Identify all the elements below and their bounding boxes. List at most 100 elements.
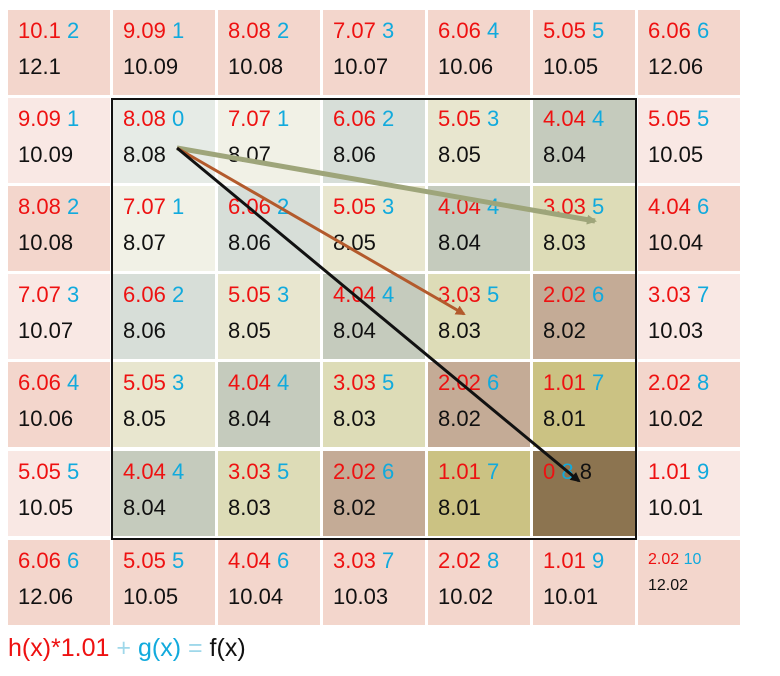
f-value: 12.06 <box>648 54 704 79</box>
cell-costs: 6.06 2 <box>123 284 184 306</box>
cell-costs: 2.02 6 <box>543 284 604 306</box>
g-value: 4 <box>591 106 605 131</box>
g-value: 5 <box>696 106 710 131</box>
grid-cell: 3.03 7 10.03 <box>638 274 740 359</box>
cell-costs: 7.07 1 <box>228 108 289 130</box>
f-value: 8.06 <box>333 142 376 167</box>
h-value: 4.04 <box>123 459 166 484</box>
h-value: 5.05 <box>333 194 376 219</box>
cell-costs: 3.03 5 <box>543 196 604 218</box>
grid-cell: 3.03 5 8.03 <box>533 186 635 271</box>
grid-cell: 4.04 4 8.04 <box>428 186 530 271</box>
h-value: 2.02 <box>438 548 481 573</box>
f-value: 12.1 <box>18 54 61 79</box>
grid-cell: 1.01 9 10.01 <box>638 451 740 536</box>
g-value: 0 <box>171 106 185 131</box>
f-value: 10.06 <box>438 54 494 79</box>
cell-costs: 4.04 4 <box>333 284 394 306</box>
cell-costs: 1.01 7 <box>438 461 499 483</box>
g-value: 5 <box>591 18 605 43</box>
f-value: 8.05 <box>228 318 271 343</box>
f-value: 10.09 <box>123 54 179 79</box>
g-value: 6 <box>486 370 500 395</box>
cell-total: 8.07 <box>228 144 271 166</box>
f-value: 8.02 <box>543 318 586 343</box>
g-value: 8 <box>486 548 500 573</box>
f-value: 12.06 <box>18 584 74 609</box>
formula-g-term: g(x) <box>137 634 182 662</box>
cell-costs: 2.02 6 <box>438 372 499 394</box>
h-value: 6.06 <box>333 106 376 131</box>
g-value: 5 <box>276 459 290 484</box>
g-value: 6 <box>696 194 710 219</box>
grid-cell: 4.04 4 8.04 <box>113 451 215 536</box>
grid-cell: 7.07 3 10.07 <box>323 10 425 95</box>
h-value: 4.04 <box>333 282 376 307</box>
cell-costs: 3.03 7 <box>333 550 394 572</box>
h-value: 9.09 <box>123 18 166 43</box>
g-value: 3 <box>486 106 500 131</box>
g-value: 8 <box>561 459 574 484</box>
g-value: 2 <box>66 18 80 43</box>
h-value: 4.04 <box>438 194 481 219</box>
g-value: 4 <box>381 282 395 307</box>
formula-h-term: h(x)*1.01 <box>8 634 110 662</box>
cell-costs: 5.05 5 <box>123 550 184 572</box>
cell-total: 10.03 <box>333 586 388 608</box>
h-value: 1.01 <box>648 459 691 484</box>
g-value: 3 <box>66 282 80 307</box>
h-value: 4.04 <box>648 194 691 219</box>
cell-costs: 7.07 3 <box>333 20 394 42</box>
g-value: 9 <box>591 548 605 573</box>
cell-total: 10.06 <box>18 408 73 430</box>
cell-total: 10.06 <box>438 56 493 78</box>
g-value: 5 <box>381 370 395 395</box>
cell-total: 10.07 <box>18 320 73 342</box>
cell-costs: 1.01 9 <box>543 550 604 572</box>
grid-cell: 8.08 2 10.08 <box>218 10 320 95</box>
h-value: 8.08 <box>18 194 61 219</box>
grid-cell: 6.06 2 8.06 <box>113 274 215 359</box>
cell-costs: 2.02 8 <box>648 372 709 394</box>
g-value: 4 <box>276 370 290 395</box>
cell-costs: 4.04 4 <box>123 461 184 483</box>
g-value: 7 <box>486 459 500 484</box>
f-value: 10.01 <box>648 495 704 520</box>
cell-total: 12.06 <box>18 586 73 608</box>
h-value: 5.05 <box>228 282 271 307</box>
grid-cell: 4.04 6 10.04 <box>638 186 740 271</box>
f-value: 8.06 <box>123 318 166 343</box>
f-value: 10.02 <box>438 584 494 609</box>
h-value: 1.01 <box>438 459 481 484</box>
cell-total: 8.04 <box>333 320 376 342</box>
cell-total: 8.06 <box>228 232 271 254</box>
grid-cell: 8.08 2 10.08 <box>8 186 110 271</box>
h-value: 10.1 <box>18 18 61 43</box>
f-value: 10.08 <box>18 230 74 255</box>
h-value: 2.02 <box>648 370 691 395</box>
grid-cell: 6.06 6 12.06 <box>638 10 740 95</box>
h-value: 7.07 <box>228 106 271 131</box>
grid-cell: 7.07 1 8.07 <box>113 186 215 271</box>
f-value: 10.05 <box>648 142 704 167</box>
grid-cell: 5.05 5 10.05 <box>113 540 215 625</box>
cell-costs: 5.05 3 <box>438 108 499 130</box>
g-value: 2 <box>171 282 185 307</box>
cell-costs: 1.01 9 <box>648 461 709 483</box>
g-value: 2 <box>66 194 80 219</box>
f-value: 10.07 <box>18 318 74 343</box>
cell-costs: 8.08 2 <box>228 20 289 42</box>
h-value: 5.05 <box>18 459 61 484</box>
g-value: 6 <box>66 548 80 573</box>
h-value: 2.02 <box>438 370 481 395</box>
h-value: 5.05 <box>123 370 166 395</box>
f-value: 10.03 <box>333 584 389 609</box>
grid-cell: 7.07 3 10.07 <box>8 274 110 359</box>
h-value: 5.05 <box>438 106 481 131</box>
grid-cell: 2.02 8 10.02 <box>428 540 530 625</box>
cell-total: 10.08 <box>18 232 73 254</box>
f-value: 10.01 <box>543 584 599 609</box>
grid-cell: 1.01 9 10.01 <box>533 540 635 625</box>
cell-total: 10.08 <box>228 56 283 78</box>
